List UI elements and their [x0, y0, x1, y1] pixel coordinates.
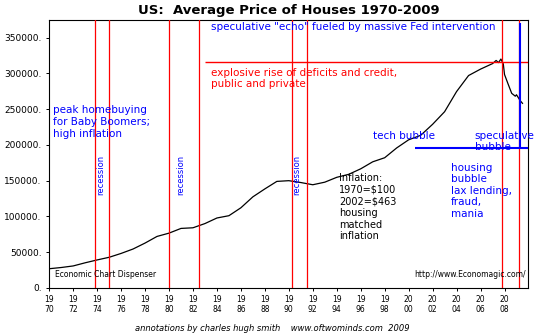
Text: speculative
bubble: speculative bubble — [475, 131, 535, 152]
Text: tech bubble: tech bubble — [373, 131, 435, 140]
Text: Economic Chart Dispenser: Economic Chart Dispenser — [55, 270, 156, 279]
Text: recession: recession — [293, 155, 302, 195]
Text: housing
bubble
lax lending,
fraud,
mania: housing bubble lax lending, fraud, mania — [451, 163, 512, 219]
Text: explosive rise of deficits and credit,
public and private: explosive rise of deficits and credit, p… — [211, 68, 397, 89]
Text: recession: recession — [177, 155, 185, 195]
Text: annotations by charles hugh smith    www.oftwominds.com  2009: annotations by charles hugh smith www.of… — [135, 324, 410, 333]
Text: Inflation:
1970=$100
2002=$463
housing
matched
inflation: Inflation: 1970=$100 2002=$463 housing m… — [339, 174, 397, 242]
Text: recession: recession — [96, 155, 105, 195]
Text: http://www.Economagic.com/: http://www.Economagic.com/ — [414, 270, 526, 279]
Text: peak homebuying
for Baby Boomers;
high inflation: peak homebuying for Baby Boomers; high i… — [53, 106, 150, 139]
Title: US:  Average Price of Houses 1970-2009: US: Average Price of Houses 1970-2009 — [138, 4, 440, 17]
Text: speculative "echo" fueled by massive Fed intervention: speculative "echo" fueled by massive Fed… — [211, 22, 495, 32]
